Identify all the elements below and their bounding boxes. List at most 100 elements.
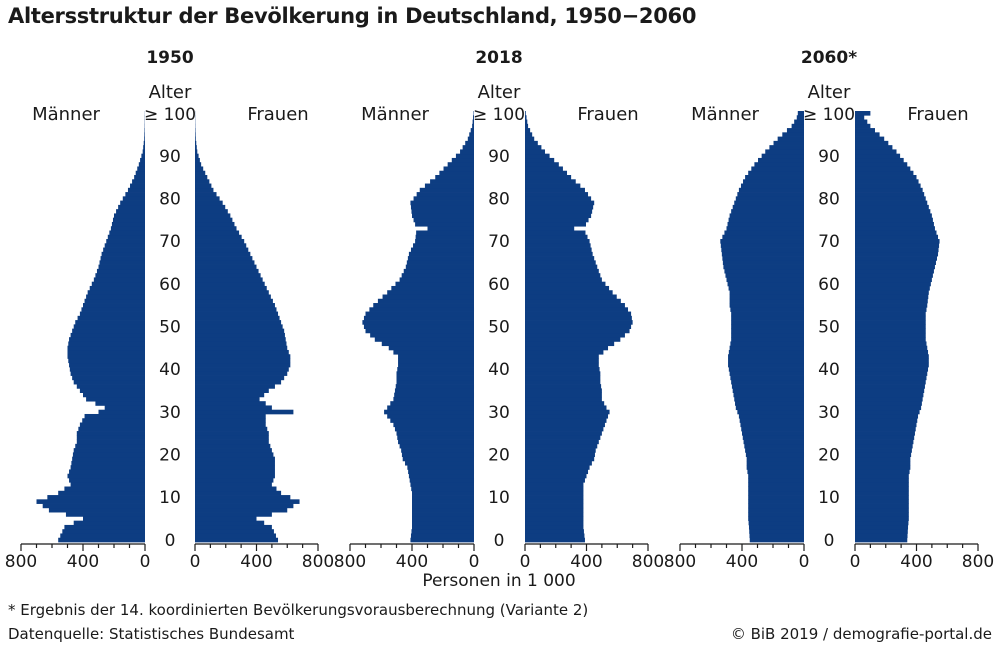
female-bar-1950-age-45 [195,345,288,351]
male-bar-1950-age-94 [144,136,145,142]
female-bar-2018-age-36 [525,384,602,389]
female-bar-2018-age-20 [525,452,595,458]
female-bar-1950-age-75 [195,217,233,223]
female-bar-1950-age-69 [195,243,247,248]
footnote: * Ergebnis der 14. koordinierten Bevölke… [8,601,589,619]
age-tick-label: 80 [818,190,840,210]
female-bar-2060-age-86 [855,170,914,176]
male-bar-1950-age-70 [106,239,145,244]
female-bar-2018-age-51 [525,320,633,325]
male-bar-2060-age-41 [728,362,804,368]
male-bar-1950-age-5 [83,516,145,522]
male-bar-2060-age-73 [726,226,804,231]
male-bar-1950-age-55 [83,303,145,308]
female-bar-1950-age-73 [195,226,237,231]
age-tick-label: 50 [159,318,181,338]
female-bar-2018-age-34 [525,392,602,398]
female-bar-2018-age-62 [525,273,601,278]
female-bar-1950-age-27 [195,422,266,428]
female-bar-2018-age-7 [525,507,584,513]
x-tick-label: 800 [632,552,664,572]
female-bar-1950-age-74 [195,221,235,227]
female-bar-2060-age-25 [855,431,915,436]
female-bar-2018-age-24 [525,435,601,440]
female-bar-2060-age-55 [855,303,928,308]
x-tick-label: 400 [67,552,99,572]
female-bar-2018-age-59 [525,285,610,291]
male-bar-2060-age-39 [729,371,804,376]
female-bar-1950-age-1 [195,533,276,539]
female-bar-2060-age-65 [855,260,936,265]
female-bar-1950-age-36 [195,384,275,389]
female-bar-1950-age-91 [195,149,198,155]
male-bar-2060-age-56 [729,298,804,304]
x-tick-label: 0 [469,552,480,572]
male-bar-2018-age-98 [472,119,475,125]
x-tick-label: 0 [799,552,810,572]
female-bar-2060-age-62 [855,273,933,278]
male-bar-2018-age-27 [393,422,474,428]
female-bar-2060-age-43 [855,354,929,359]
female-bar-2060-age-99 [855,115,865,120]
male-bar-2018-age-13 [410,482,474,487]
male-bar-2060-age-28 [739,418,804,423]
x-tick-label: 400 [396,552,428,572]
female-bar-1950-age-86 [195,170,206,176]
male-bar-2018-age-16 [408,469,475,475]
male-bar-2060-age-61 [726,277,804,283]
female-bar-2060-age-75 [855,217,933,223]
female-bar-1950-age-35 [195,388,269,393]
x-tick-label: 400 [900,552,932,572]
male-bar-2018-age-12 [411,486,474,492]
female-bar-2018-age-57 [525,294,617,300]
female-bar-2018-age-45 [525,345,609,351]
female-bar-2060-age-5 [855,516,909,522]
male-bar-2018-age-10 [412,495,474,500]
male-bar-2018-age-35 [394,388,474,393]
female-bar-1950-age-90 [195,153,199,159]
age-axis-label: Alter [478,82,521,103]
age-tick-label: 40 [488,360,510,380]
x-tick-label: 400 [570,552,602,572]
male-bar-1950-age-68 [103,247,145,253]
female-bar-1950-age-89 [195,157,200,163]
female-bar-2060-age-93 [855,140,889,146]
female-bar-2018-age-95 [525,132,533,137]
female-bar-2018-age-12 [525,486,584,492]
female-bar-2060-age-85 [855,175,917,180]
female-bar-2018-age-70 [525,239,590,244]
female-bar-2060-age-6 [855,512,909,517]
male-bar-2060-age-67 [721,251,804,257]
male-bar-2060-age-77 [731,209,804,214]
female-bar-2060-age-64 [855,264,935,270]
male-bar-1950-age-15 [67,473,145,479]
female-bar-2018-age-98 [525,119,528,125]
male-bar-1950-age-65 [99,260,145,265]
age-tick-label: 40 [818,360,840,380]
female-bar-2060-age-81 [855,192,925,197]
female-bar-1950-age-29 [195,413,266,419]
male-bar-2018-age-49 [365,328,474,334]
male-bar-1950-age-77 [116,209,145,214]
age-tick-label: 90 [488,147,510,167]
male-bar-2018-age-92 [462,145,474,150]
age-tick-label: ≥ 100 [144,105,196,125]
female-bar-2060-age-89 [855,157,904,163]
female-bar-2060-age-90 [855,153,901,159]
female-bar-2018-age-16 [525,469,589,475]
female-bar-2018-age-90 [525,153,550,159]
female-bar-1950-age-52 [195,315,280,321]
female-bar-1950-age-46 [195,341,287,347]
male-bar-2060-age-40 [728,367,804,372]
female-bar-2060-age-83 [855,183,921,189]
female-bar-2060-age-98 [855,119,868,125]
male-bar-2060-age-4 [748,520,804,526]
female-bar-2018-age-80 [525,196,592,201]
male-bar-2060-age-26 [741,426,804,432]
male-bar-1950-age-92 [143,145,145,150]
female-bar-1950-age-50 [195,324,283,329]
male-bar-1950-age-33 [86,396,145,402]
female-bar-2018-age-58 [525,290,613,295]
female-bar-2018-age-53 [525,311,632,317]
female-bar-1950-age-47 [195,337,286,342]
